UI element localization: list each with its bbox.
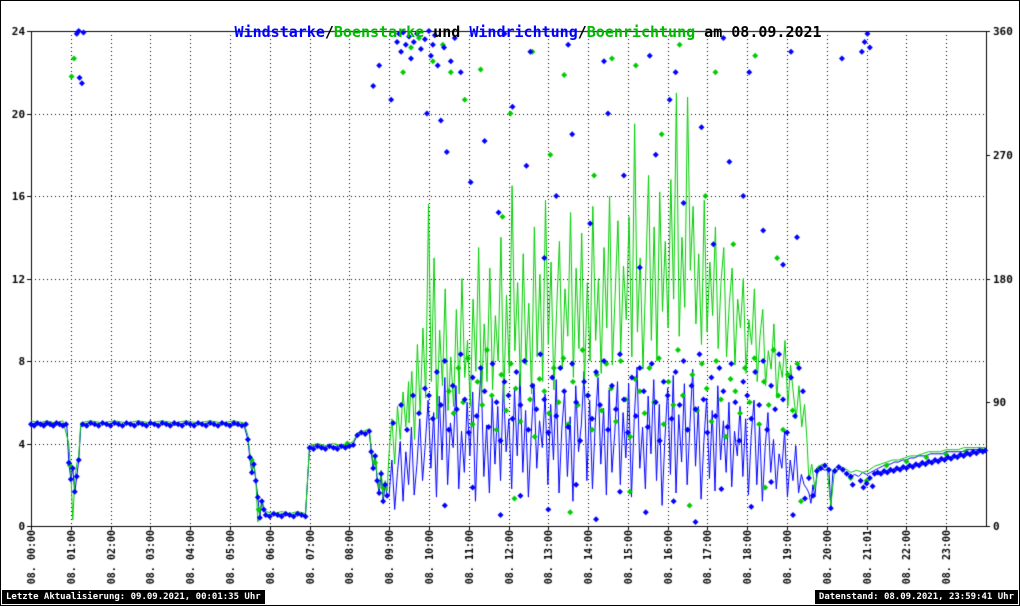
title-date: am 08.09.2021 [695, 23, 822, 41]
title-slash-2: / [577, 23, 587, 41]
title-windrichtung: Windrichtung [469, 23, 578, 41]
title-boenrichtung: Boenrichtung [586, 23, 696, 41]
last-update-label: Letzte Aktualisierung: 09.09.2021, 00:01… [2, 590, 265, 604]
data-timestamp-label: Datenstand: 08.09.2021, 23:59:41 Uhr [814, 590, 1018, 604]
title-boenstarke: Boenstarke [333, 23, 425, 41]
title-windstarke: Windstarke [234, 23, 325, 41]
title-und: und [424, 23, 470, 41]
title-slash-1: / [324, 23, 334, 41]
page-title: Windstarke/Boenstarke und Windrichtung/B… [1, 5, 1019, 59]
